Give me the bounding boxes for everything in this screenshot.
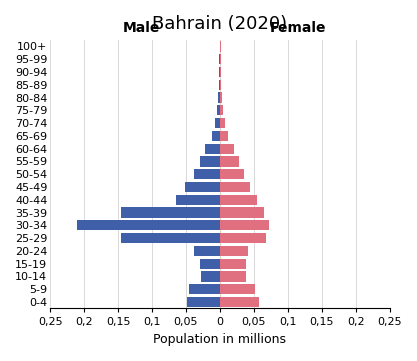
Bar: [220, 271, 246, 282]
Bar: [200, 156, 220, 166]
Bar: [215, 118, 220, 128]
Bar: [220, 182, 251, 192]
Bar: [218, 92, 220, 103]
Bar: [220, 258, 246, 269]
Bar: [220, 220, 269, 230]
Bar: [220, 156, 239, 166]
Bar: [185, 182, 220, 192]
Bar: [212, 131, 220, 141]
Bar: [200, 258, 220, 269]
Bar: [121, 208, 220, 218]
Bar: [220, 54, 221, 64]
Bar: [220, 208, 264, 218]
Bar: [220, 92, 222, 103]
Bar: [189, 284, 220, 294]
Bar: [176, 195, 220, 205]
Bar: [220, 195, 257, 205]
Bar: [219, 54, 220, 64]
Bar: [205, 144, 220, 154]
Bar: [220, 284, 255, 294]
Text: Female: Female: [270, 21, 326, 35]
Bar: [219, 67, 220, 77]
Title: Bahrain (2020): Bahrain (2020): [152, 15, 287, 33]
Bar: [220, 233, 266, 243]
Bar: [220, 118, 225, 128]
Bar: [201, 271, 220, 282]
Bar: [121, 233, 220, 243]
Bar: [220, 131, 228, 141]
Bar: [220, 169, 244, 179]
Bar: [77, 220, 220, 230]
Bar: [194, 246, 220, 256]
Bar: [220, 297, 259, 307]
Bar: [187, 297, 220, 307]
Bar: [220, 67, 221, 77]
Bar: [217, 105, 220, 116]
Text: Male: Male: [123, 21, 161, 35]
Bar: [219, 80, 220, 90]
Bar: [220, 80, 221, 90]
Bar: [220, 246, 249, 256]
Bar: [220, 144, 234, 154]
Bar: [220, 42, 221, 52]
Bar: [220, 105, 223, 116]
Bar: [194, 169, 220, 179]
X-axis label: Population in millions: Population in millions: [153, 333, 286, 346]
